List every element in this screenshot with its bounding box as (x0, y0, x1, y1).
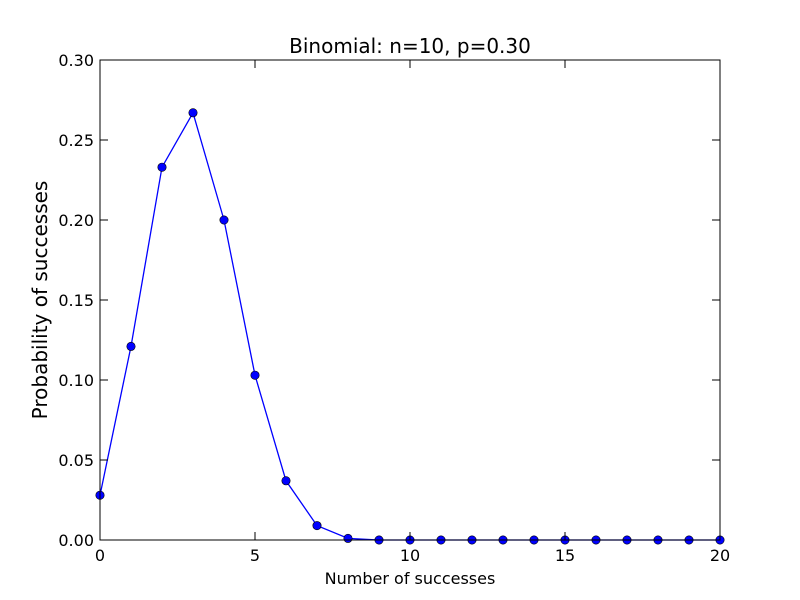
x-tick-label: 5 (250, 546, 260, 565)
series-line (99, 111, 720, 541)
y-axis-ticks: 0.00 0.05 0.10 0.15 0.20 0.25 0.30 (58, 51, 720, 550)
x-axis-ticks: 0 5 10 15 20 (95, 60, 730, 565)
x-tick-label: 15 (555, 546, 575, 565)
y-tick-label: 0.20 (58, 211, 94, 230)
data-point (343, 533, 353, 543)
data-point (281, 476, 291, 486)
y-tick-label: 0.25 (58, 131, 94, 150)
y-tick-label: 0.05 (58, 451, 94, 470)
y-tick-label: 0.10 (58, 371, 94, 390)
data-point (219, 215, 229, 225)
y-tick-label: 0.15 (58, 291, 94, 310)
chart-title: Binomial: n=10, p=0.30 (289, 34, 531, 58)
x-tick-label: 0 (95, 546, 105, 565)
y-axis-label: Probability of successes (28, 181, 52, 420)
data-point (126, 341, 136, 351)
x-axis-label: Number of successes (325, 569, 496, 588)
data-point (157, 162, 167, 172)
data-point (250, 370, 260, 380)
y-tick-label: 0.00 (58, 531, 94, 550)
x-tick-label: 20 (710, 546, 730, 565)
y-tick-label: 0.30 (58, 51, 94, 70)
data-point (188, 108, 198, 118)
x-tick-label: 10 (400, 546, 420, 565)
plot-frame (99, 59, 721, 541)
series-layer (95, 108, 725, 545)
data-point (312, 521, 322, 531)
